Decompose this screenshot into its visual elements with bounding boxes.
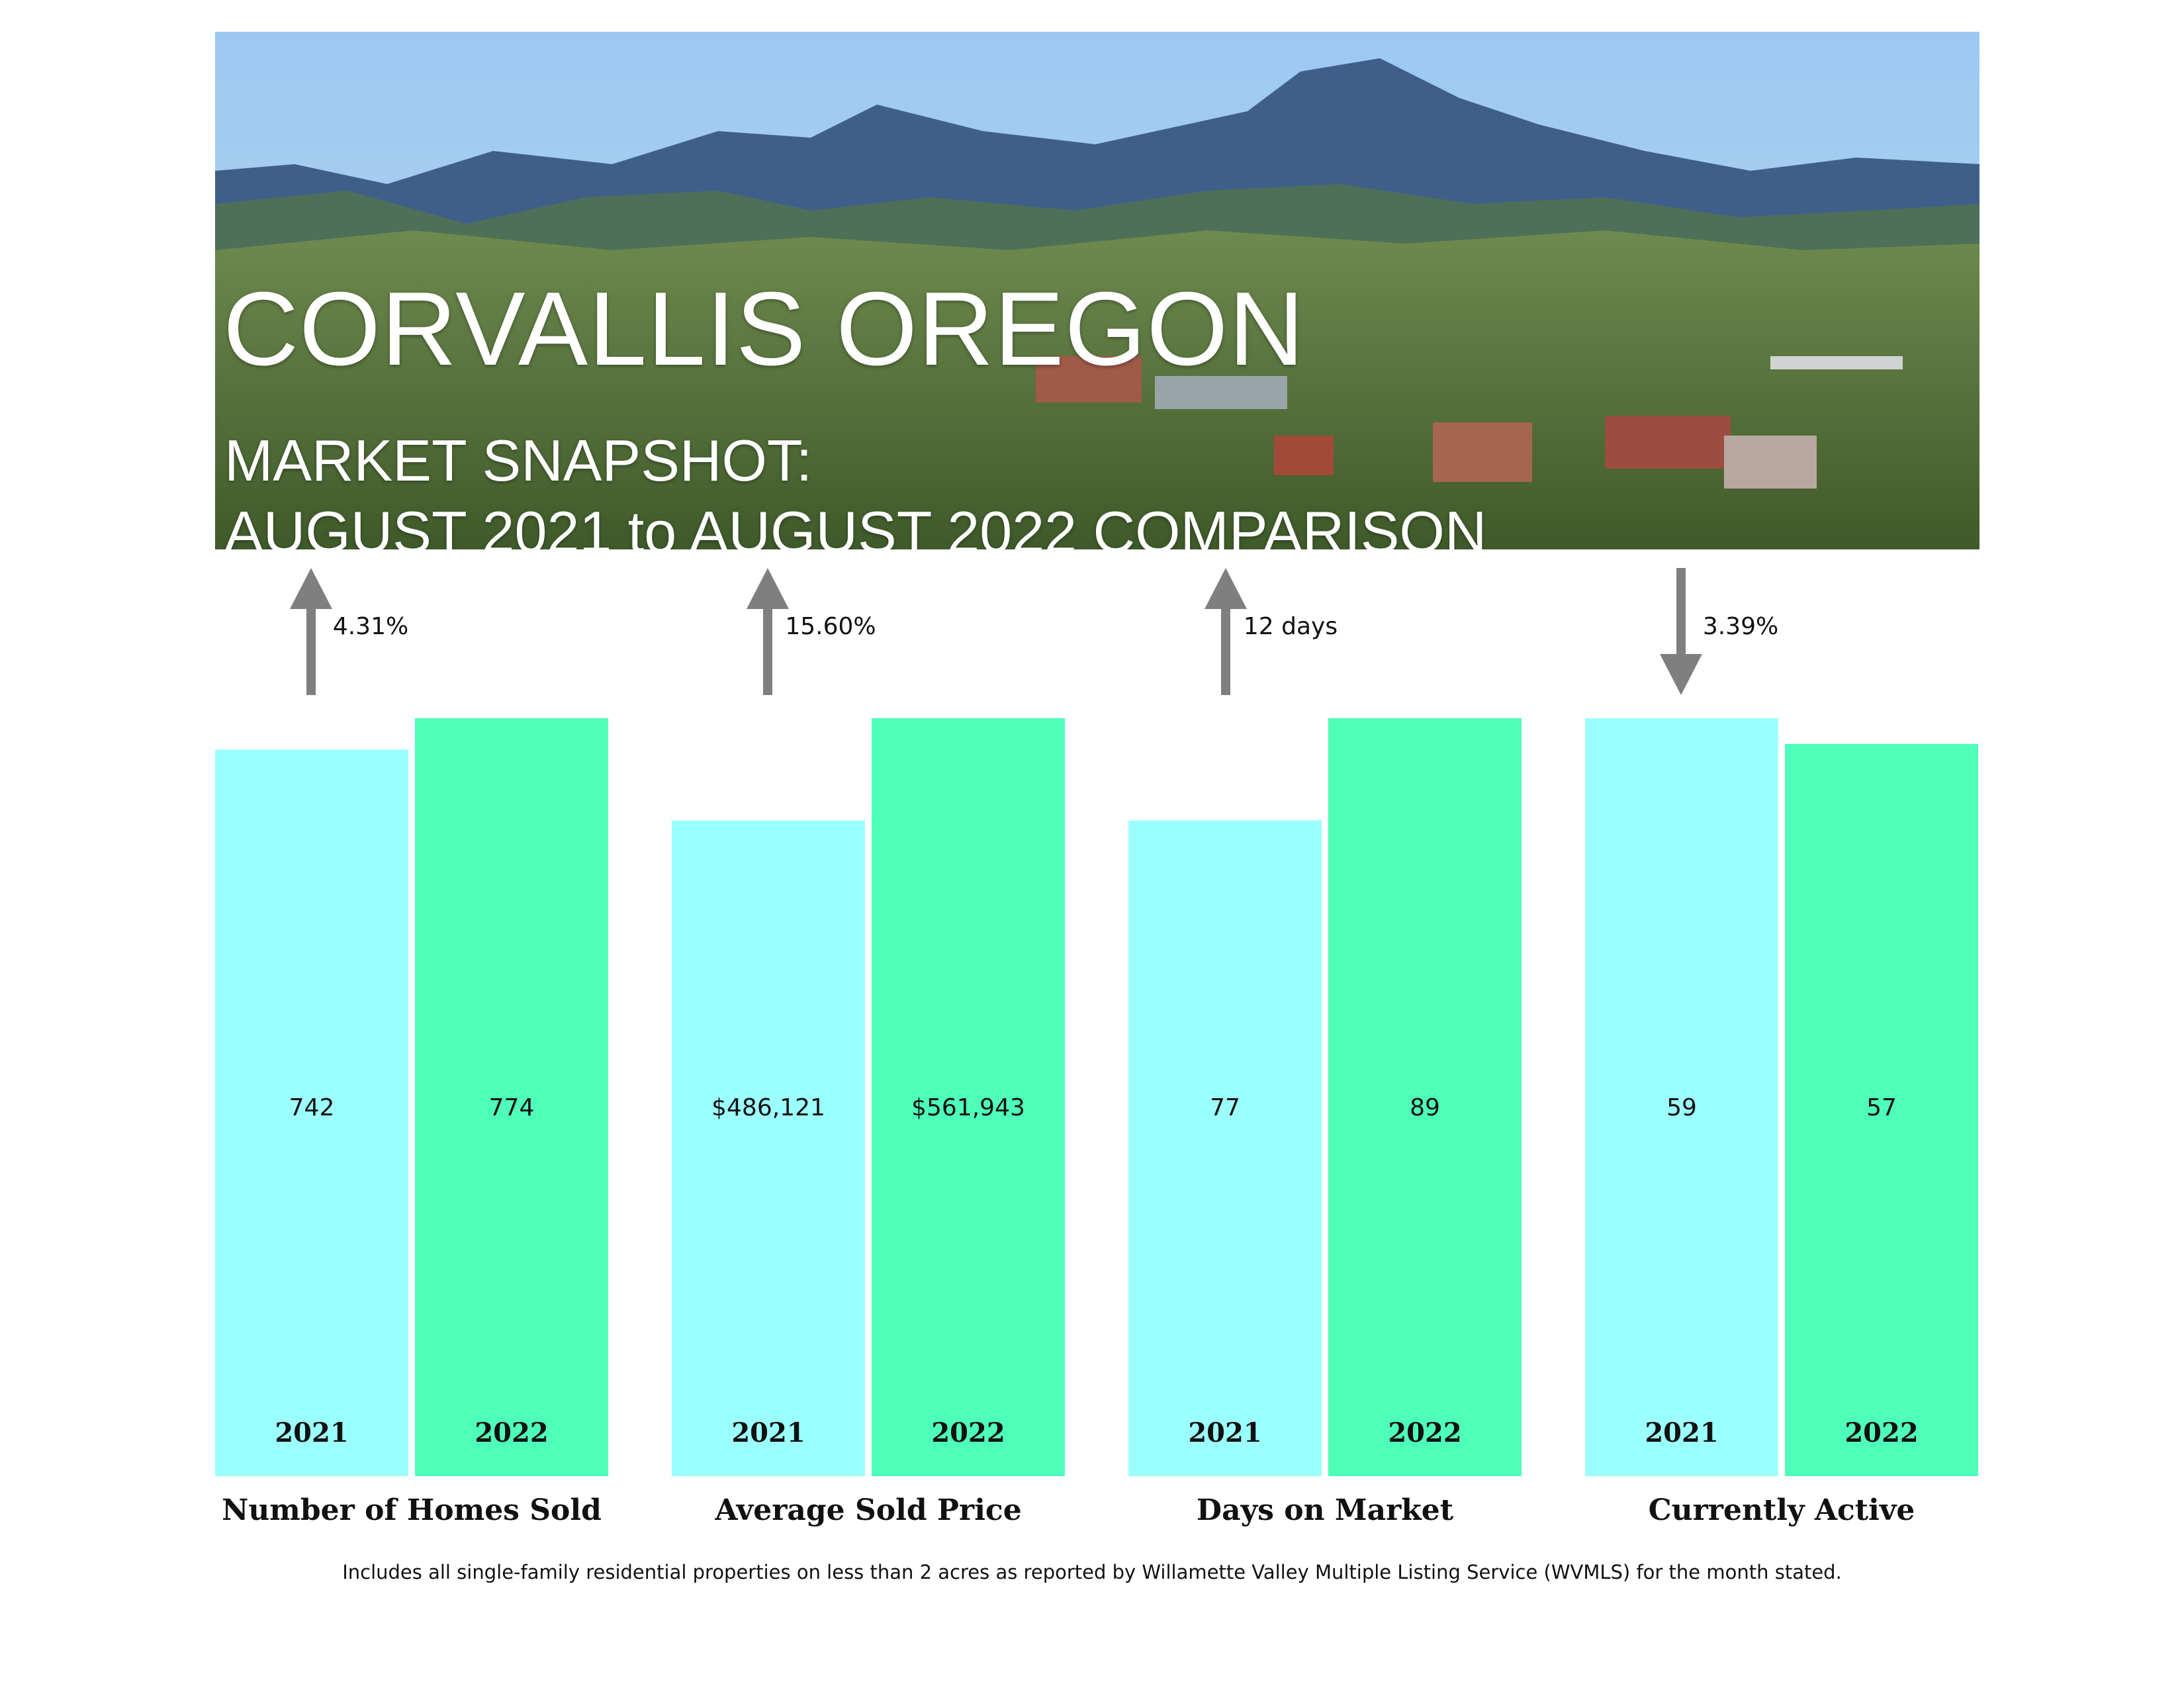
value-label: 89 — [1410, 1094, 1440, 1121]
year-label: 2021 — [731, 1417, 805, 1448]
value-label: 57 — [1866, 1094, 1897, 1121]
bar-2021 — [672, 820, 865, 1476]
change-label: 3.39% — [1703, 613, 1778, 640]
year-label: 2022 — [1844, 1417, 1918, 1448]
page-subtitle-comparison: AUGUST 2021 to AUGUST 2022 COMPARISON — [224, 499, 1487, 550]
bar-2021 — [1128, 820, 1322, 1476]
arrow-down-icon — [1660, 568, 1702, 695]
change-label: 15.60% — [785, 613, 876, 640]
bar-2022 — [872, 718, 1065, 1476]
page-title: CORVALLIS OREGON — [223, 271, 1305, 387]
change-label: 12 days — [1244, 613, 1338, 640]
value-label: 742 — [289, 1094, 335, 1121]
value-label: 59 — [1666, 1094, 1697, 1121]
landscape-photo — [215, 32, 1979, 549]
footnote: Includes all single-family residential p… — [342, 1561, 1842, 1583]
arrow-up-icon — [1205, 568, 1247, 695]
year-label: 2022 — [931, 1417, 1005, 1448]
bar-2022 — [1328, 718, 1522, 1476]
chart-title: Average Sold Price — [714, 1493, 1021, 1527]
value-label: $486,121 — [711, 1094, 825, 1121]
page-subtitle: MARKET SNAPSHOT: — [224, 428, 813, 493]
year-label: 2022 — [475, 1417, 548, 1448]
year-label: 2021 — [275, 1417, 348, 1448]
chart-title: Number of Homes Sold — [222, 1493, 602, 1527]
year-label: 2021 — [1645, 1417, 1718, 1448]
bar-2022 — [1785, 743, 1978, 1476]
change-label: 4.31% — [333, 613, 408, 640]
bar-2021 — [215, 749, 408, 1476]
header-banner: CORVALLIS OREGON MARKET SNAPSHOT: AUGUST… — [215, 32, 1979, 549]
chart-title: Days on Market — [1197, 1493, 1454, 1527]
value-label: 77 — [1210, 1094, 1240, 1121]
arrow-up-icon — [290, 568, 332, 695]
arrow-up-icon — [747, 568, 789, 695]
chart-title: Currently Active — [1649, 1493, 1915, 1527]
value-label: $561,943 — [911, 1094, 1025, 1121]
bar-2022 — [415, 718, 608, 1476]
year-label: 2021 — [1188, 1417, 1261, 1448]
bar-2021 — [1585, 718, 1778, 1476]
value-label: 774 — [489, 1094, 535, 1121]
year-label: 2022 — [1388, 1417, 1461, 1448]
